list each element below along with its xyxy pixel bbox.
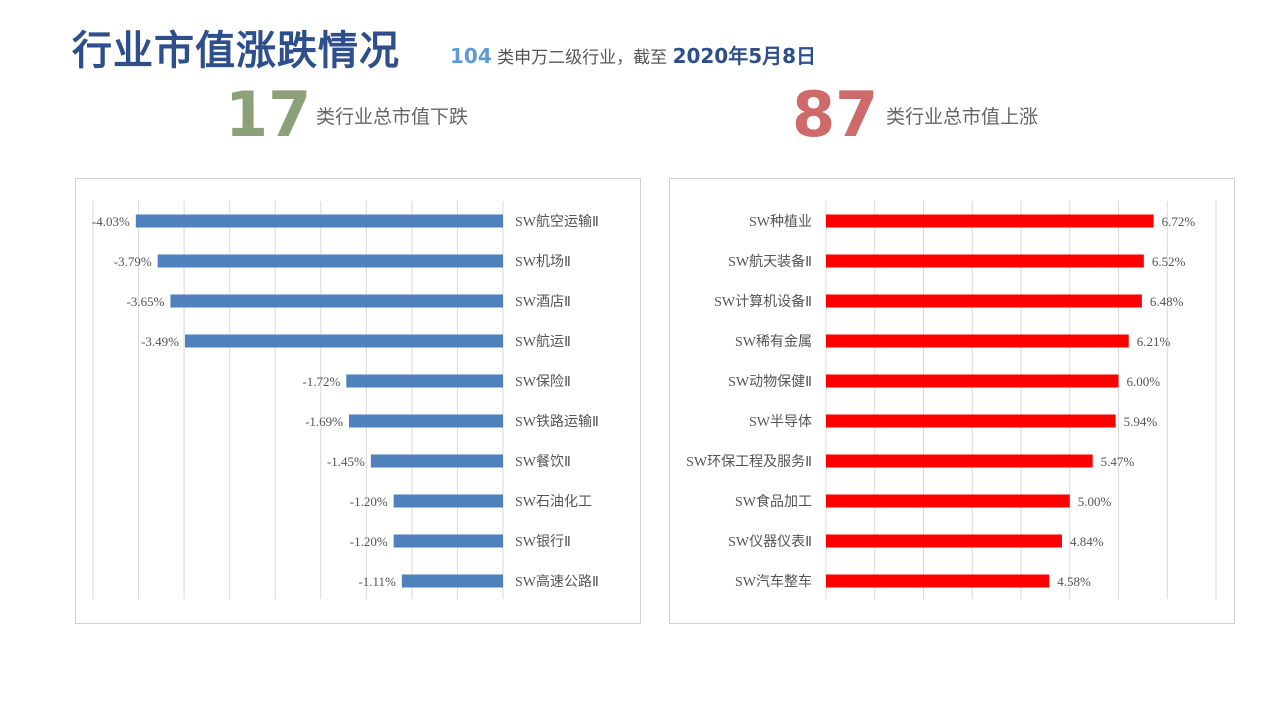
bar — [826, 214, 1154, 228]
bar — [135, 214, 504, 228]
data-label: -3.79% — [114, 254, 152, 269]
rise-chart-panel: 6.72% SW种植业 6.52% SW航天装备Ⅱ 6.48% SW计算机设备Ⅱ 6.21%… — [669, 178, 1235, 624]
data-label: 6.00% — [1127, 374, 1161, 389]
bar — [170, 294, 503, 308]
data-label: 4.84% — [1070, 534, 1104, 549]
data-label: 5.00% — [1078, 494, 1112, 509]
category-label: SW铁路运输Ⅱ — [515, 414, 599, 430]
data-label: 6.72% — [1162, 214, 1196, 229]
industry-count: 104 — [450, 44, 492, 68]
data-label: 6.21% — [1137, 334, 1171, 349]
category-label: SW汽车整车 — [735, 573, 812, 590]
bar — [826, 574, 1050, 588]
page-subtitle: 104 类申万二级行业，截至 2020年5月8日 — [450, 40, 816, 69]
bar — [349, 414, 503, 428]
category-label: SW酒店Ⅱ — [515, 294, 571, 310]
data-label: 5.47% — [1101, 454, 1135, 469]
data-label: -3.65% — [127, 294, 165, 309]
data-label: 4.58% — [1057, 574, 1091, 589]
data-label: -1.20% — [350, 494, 388, 509]
category-label: SW石油化工 — [515, 494, 592, 510]
category-label: SW餐饮Ⅱ — [515, 454, 571, 470]
bar — [370, 454, 503, 468]
data-label: -1.69% — [305, 414, 343, 429]
bar — [826, 534, 1062, 548]
data-label: -3.49% — [141, 334, 179, 349]
data-label: -1.72% — [302, 374, 340, 389]
category-label: SW仪器仪表Ⅱ — [728, 534, 812, 550]
data-label: -4.03% — [92, 214, 130, 229]
category-label: SW种植业 — [749, 214, 812, 230]
category-label: SW保险Ⅱ — [515, 374, 571, 390]
bar — [393, 494, 503, 508]
data-label: 5.94% — [1124, 414, 1158, 429]
category-label: SW动物保健Ⅱ — [728, 374, 812, 390]
bar — [826, 294, 1142, 308]
data-label: -1.20% — [350, 534, 388, 549]
bar — [826, 334, 1129, 348]
category-label: SW食品加工 — [735, 493, 812, 510]
data-label: -1.45% — [327, 454, 365, 469]
data-label: -1.11% — [358, 574, 396, 589]
data-label: 6.48% — [1150, 294, 1184, 309]
decline-bar-chart: -4.03% SW航空运输Ⅱ -3.79% SW机场Ⅱ -3.65% SW酒店Ⅱ -3.49… — [92, 201, 599, 599]
page-title: 行业市值涨跌情况 — [72, 28, 400, 74]
category-label: SW计算机设备Ⅱ — [714, 293, 812, 310]
category-label: SW稀有金属 — [735, 334, 812, 350]
category-label: SW机场Ⅱ — [515, 254, 571, 270]
bar — [393, 534, 503, 548]
down-label: 类行业总市值下跌 — [316, 106, 469, 128]
subtitle-text: 类申万二级行业，截至 — [497, 48, 668, 68]
category-label: SW高速公路Ⅱ — [515, 573, 599, 590]
bar — [826, 454, 1093, 468]
category-label: SW航空运输Ⅱ — [515, 214, 599, 230]
bar — [826, 414, 1116, 428]
decline-chart-panel: -4.03% SW航空运输Ⅱ -3.79% SW机场Ⅱ -3.65% SW酒店Ⅱ -3.49… — [75, 178, 641, 624]
bar — [826, 374, 1119, 388]
up-label: 类行业总市值上涨 — [886, 106, 1039, 128]
bar — [826, 254, 1144, 268]
down-count: 17 — [225, 78, 312, 151]
bar — [157, 254, 503, 268]
category-label: SW航天装备Ⅱ — [728, 253, 812, 270]
bar — [185, 334, 503, 348]
category-label: SW航运Ⅱ — [515, 334, 571, 350]
rise-bar-chart: 6.72% SW种植业 6.52% SW航天装备Ⅱ 6.48% SW计算机设备Ⅱ 6.21%… — [686, 201, 1217, 599]
bar — [826, 494, 1070, 508]
category-label: SW半导体 — [749, 414, 812, 430]
bar — [346, 374, 503, 388]
data-label: 6.52% — [1152, 254, 1186, 269]
up-count: 87 — [792, 78, 879, 151]
category-label: SW环保工程及服务Ⅱ — [686, 454, 812, 470]
bar — [401, 574, 503, 588]
as-of-date: 2020年5月8日 — [672, 44, 817, 68]
category-label: SW银行Ⅱ — [515, 534, 571, 550]
